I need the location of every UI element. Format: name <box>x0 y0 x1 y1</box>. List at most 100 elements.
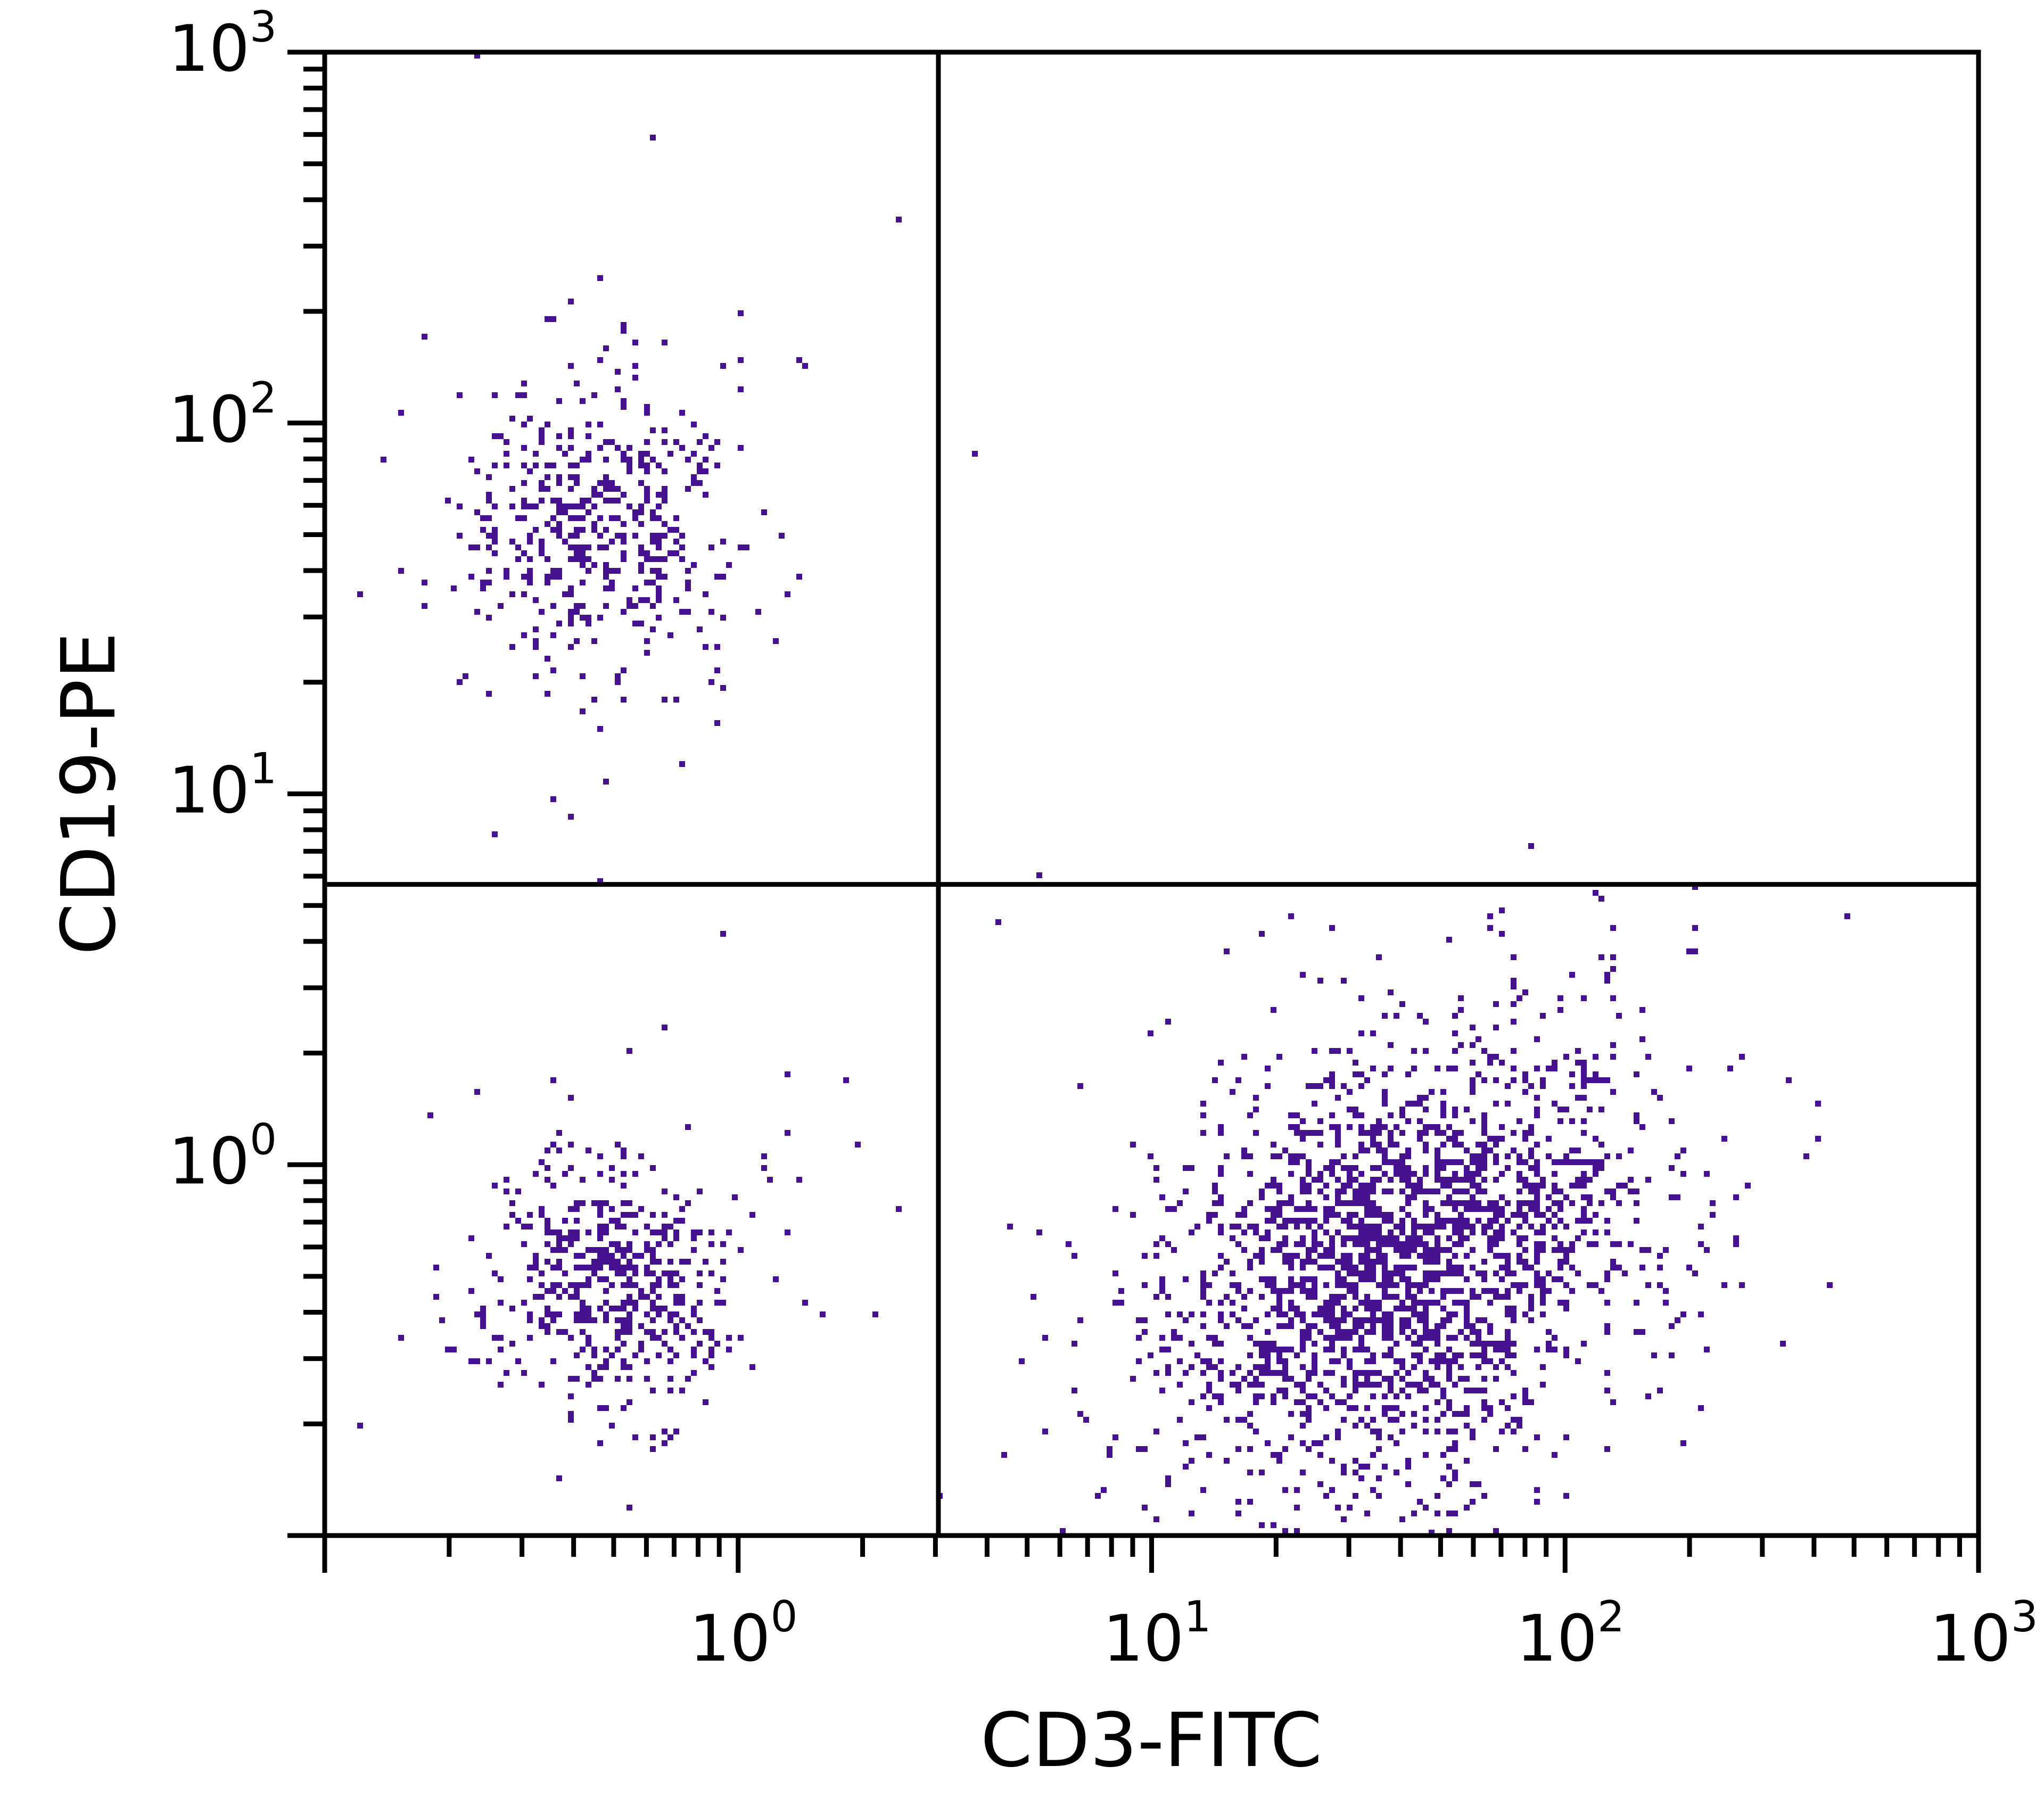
data-point <box>1610 1054 1616 1060</box>
data-point <box>1435 1130 1440 1136</box>
data-point <box>1370 1300 1376 1306</box>
data-point <box>1557 1276 1563 1282</box>
data-point <box>697 480 703 486</box>
data-point <box>603 568 609 574</box>
data-point <box>1476 1317 1481 1323</box>
data-point <box>1405 1177 1411 1183</box>
data-point <box>1587 1077 1593 1083</box>
data-point <box>550 1317 556 1323</box>
data-point <box>1399 1165 1405 1171</box>
data-point <box>545 574 550 580</box>
data-point <box>1171 1335 1177 1341</box>
data-point <box>656 1294 662 1300</box>
x-tick-label: 102 <box>1516 1592 1625 1676</box>
data-point <box>1481 1388 1487 1393</box>
data-point <box>1341 1282 1347 1288</box>
data-point <box>1557 995 1563 1001</box>
data-point <box>1423 1300 1429 1306</box>
data-point <box>1429 1288 1435 1294</box>
data-point <box>603 1247 609 1253</box>
data-point <box>662 1025 667 1030</box>
data-point <box>586 1382 591 1388</box>
data-point <box>650 1229 656 1235</box>
data-point <box>627 1212 632 1218</box>
data-point <box>527 1224 533 1229</box>
data-point <box>1323 1370 1329 1376</box>
data-point <box>638 504 644 509</box>
data-point <box>580 398 586 404</box>
data-point <box>1399 1317 1405 1323</box>
data-point <box>1639 1124 1645 1130</box>
data-point <box>1212 1183 1218 1189</box>
data-point <box>1511 954 1516 960</box>
data-point <box>621 533 627 539</box>
data-point <box>1218 1265 1224 1270</box>
data-point <box>679 1259 685 1265</box>
data-point <box>621 1212 627 1218</box>
data-point <box>1587 1218 1593 1224</box>
data-point <box>504 574 509 580</box>
data-point <box>1458 1329 1464 1335</box>
data-point <box>474 609 480 615</box>
x-tick-label: 101 <box>1103 1592 1211 1676</box>
data-point <box>1382 1212 1388 1218</box>
data-point <box>1370 1235 1376 1241</box>
data-point <box>568 445 574 451</box>
data-point <box>1206 1364 1212 1370</box>
data-point <box>627 597 632 603</box>
data-point <box>738 386 744 392</box>
data-point <box>1230 1282 1235 1288</box>
data-point <box>1353 1294 1358 1300</box>
data-point <box>1370 1311 1376 1317</box>
data-point <box>1476 1341 1481 1347</box>
data-point <box>527 1317 533 1323</box>
data-point <box>667 1270 673 1276</box>
data-point <box>539 1294 545 1300</box>
data-point <box>1312 1241 1317 1247</box>
data-point <box>1335 1300 1341 1306</box>
data-point <box>574 544 580 550</box>
data-point <box>1405 1458 1411 1464</box>
data-point <box>673 1429 679 1434</box>
data-point <box>562 1288 568 1294</box>
data-point <box>1429 1206 1435 1212</box>
data-point <box>1259 1276 1265 1282</box>
data-point <box>1358 1030 1364 1036</box>
data-point <box>1323 1265 1329 1270</box>
data-point <box>1499 1358 1505 1364</box>
data-point <box>697 626 703 632</box>
data-point <box>1470 1177 1476 1183</box>
data-point <box>1680 1148 1686 1153</box>
data-point <box>1534 1142 1540 1148</box>
data-point <box>1358 1148 1364 1153</box>
data-point <box>1540 1311 1546 1317</box>
data-point <box>1464 1458 1470 1464</box>
data-point <box>474 544 480 550</box>
data-point <box>1347 1335 1353 1341</box>
data-point <box>632 533 638 539</box>
data-point <box>1458 1007 1464 1013</box>
data-point <box>1423 1095 1429 1101</box>
data-point <box>1446 1288 1452 1294</box>
data-point <box>580 515 586 521</box>
data-point <box>486 568 492 574</box>
data-point <box>1370 1229 1376 1235</box>
data-point <box>1306 1446 1312 1452</box>
data-point <box>1358 1071 1364 1077</box>
data-point <box>1452 1112 1458 1118</box>
data-point <box>1388 1376 1394 1382</box>
data-point <box>1546 1066 1552 1071</box>
data-point <box>1288 1276 1294 1282</box>
data-point <box>1142 1446 1148 1452</box>
data-point <box>679 445 685 451</box>
data-point <box>1230 1311 1235 1317</box>
data-point <box>1516 1224 1522 1229</box>
data-point <box>1317 1452 1323 1458</box>
data-point <box>1388 1323 1394 1329</box>
data-point <box>1516 1235 1522 1241</box>
data-point <box>1306 1206 1312 1212</box>
data-point <box>644 1329 650 1335</box>
data-point <box>1370 1452 1376 1458</box>
data-point <box>474 53 480 59</box>
data-point <box>609 515 615 521</box>
